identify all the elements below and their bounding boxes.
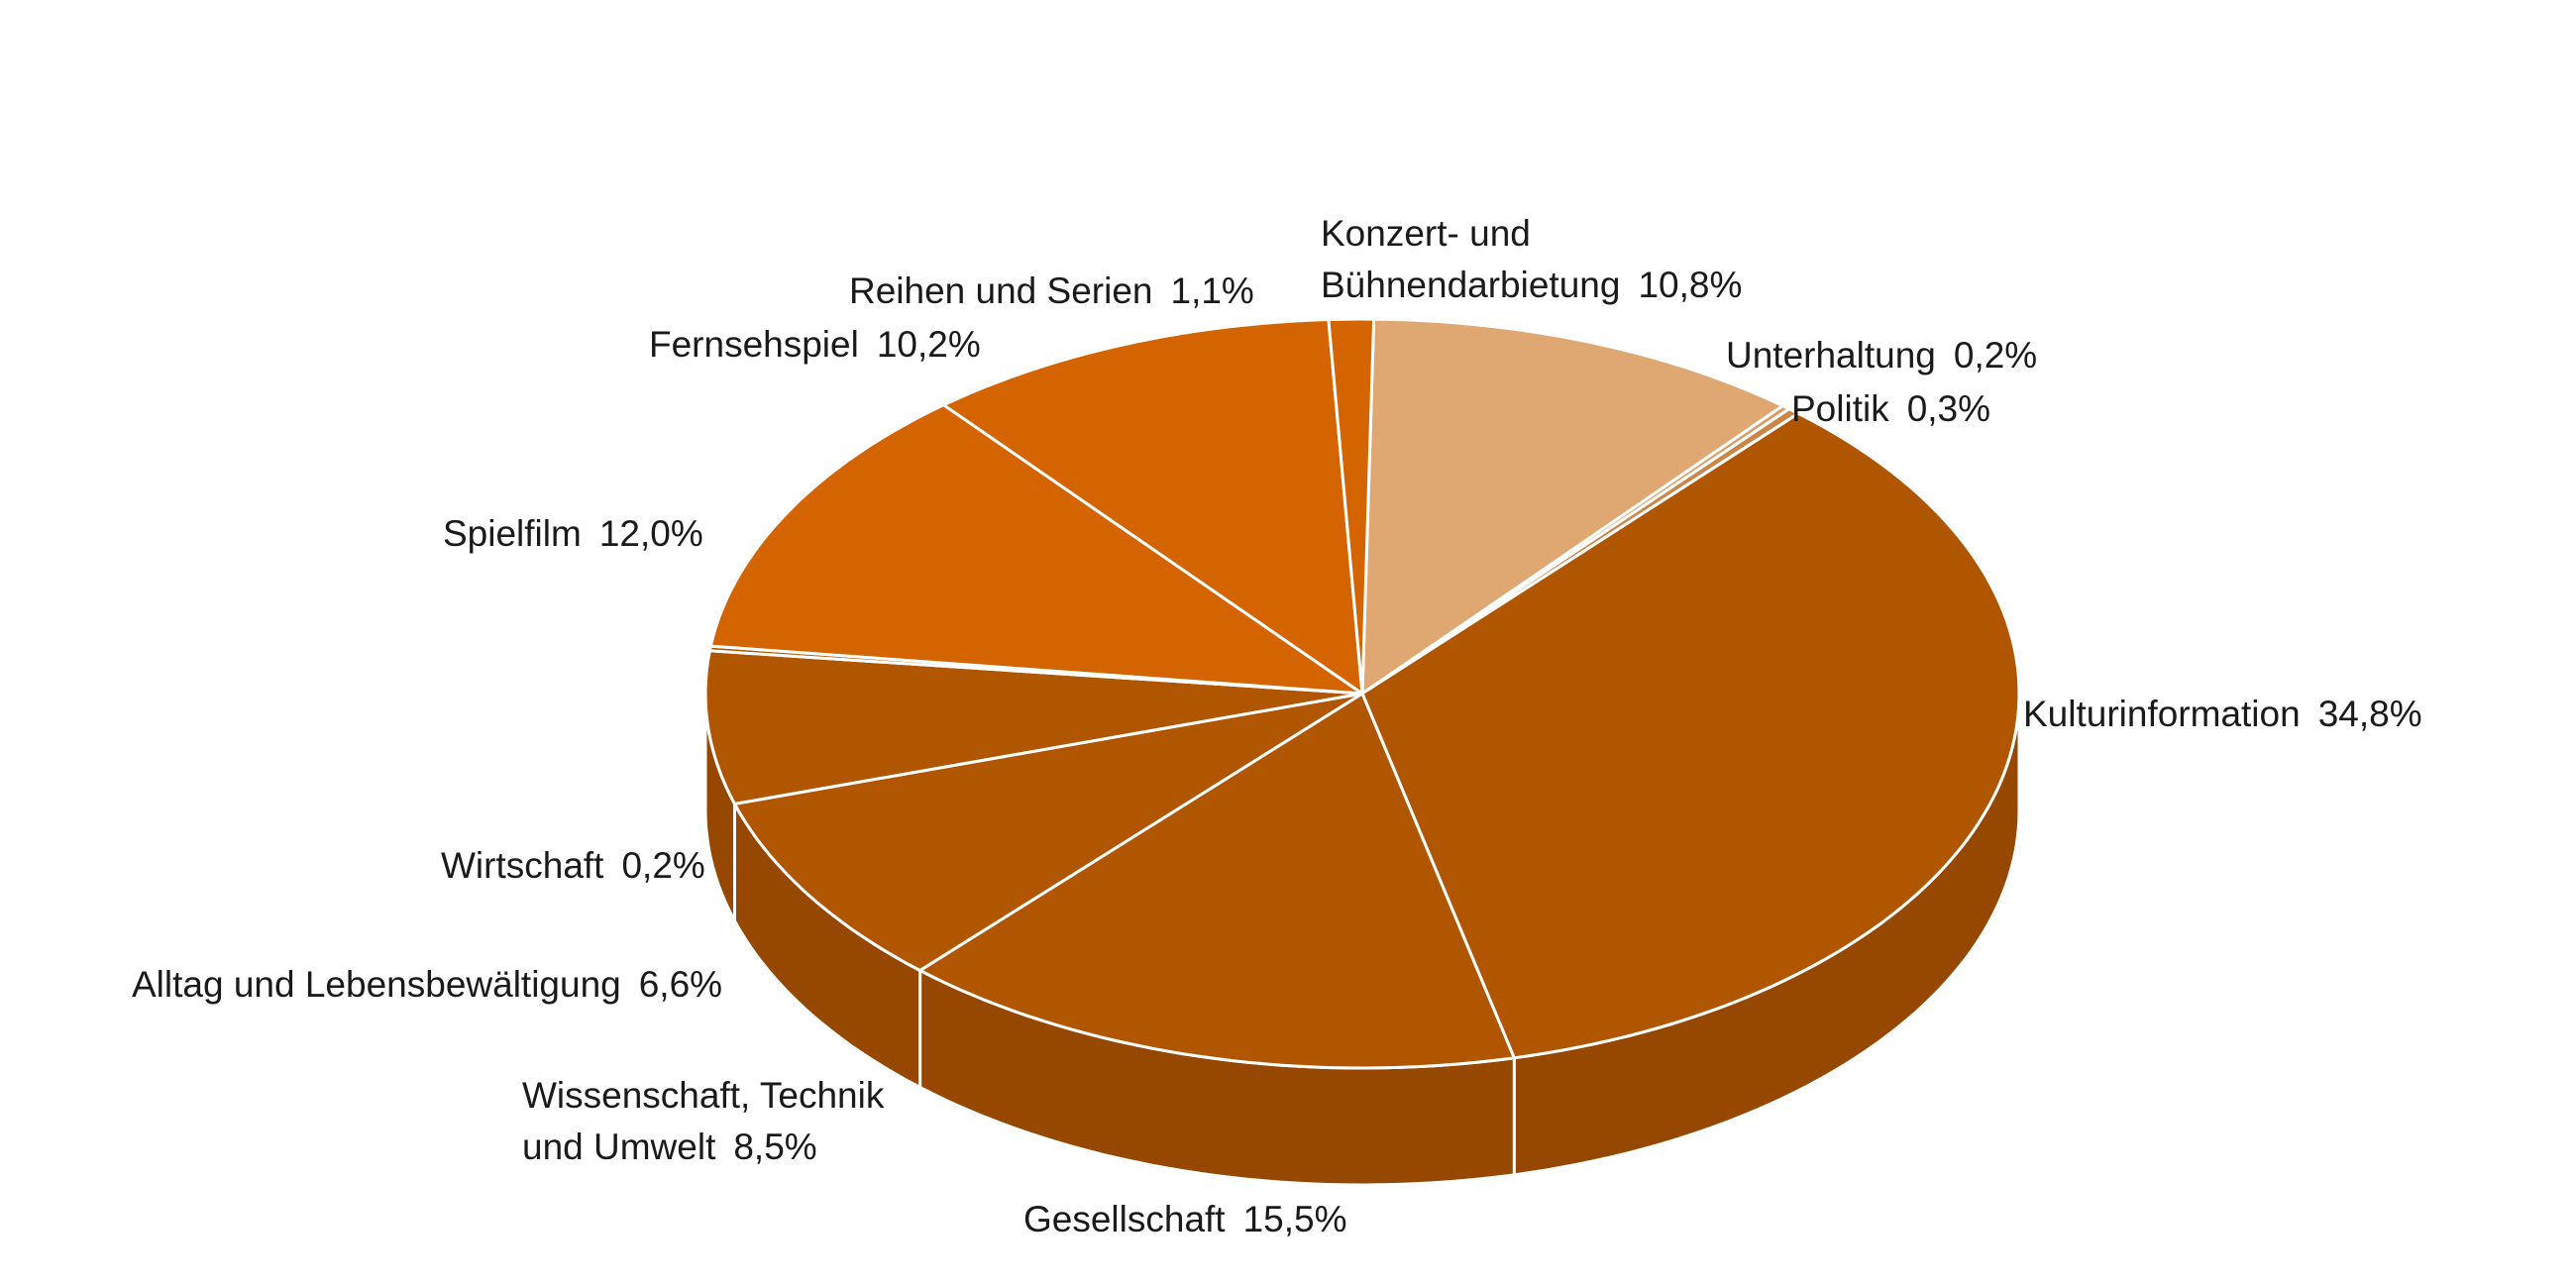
value-label: 10,2% xyxy=(876,324,981,365)
slice xyxy=(918,692,1516,1070)
slice xyxy=(703,649,1364,805)
slice-label: Fernsehspiel 10,2% xyxy=(649,319,981,371)
category-label: Spielfilm xyxy=(443,513,582,554)
slice xyxy=(1360,317,1784,696)
slice xyxy=(733,692,1364,972)
category-label: Konzert- und Bühnendarbietung xyxy=(1321,213,1621,305)
slice-label: Reihen und Serien 1,1% xyxy=(849,266,1254,317)
slice-label: Konzert- und Bühnendarbietung 10,8% xyxy=(1321,208,1742,311)
category-label: Wirtschaft xyxy=(441,845,604,886)
value-label: 6,6% xyxy=(638,964,723,1005)
category-label: Reihen und Serien xyxy=(849,270,1153,311)
value-label: 10,8% xyxy=(1638,265,1743,305)
slice-label: Gesellschaft 15,5% xyxy=(1023,1194,1347,1245)
slice-label: Politik 0,3% xyxy=(1791,383,1990,435)
slice-label: Alltag und Lebensbewältigung 6,6% xyxy=(132,959,722,1011)
value-label: 1,1% xyxy=(1170,270,1254,311)
slice-label: Kulturinformation 34,8% xyxy=(2023,689,2422,740)
slice xyxy=(708,403,1364,696)
slice-label: Wissenschaft, Technik und Umwelt 8,5% xyxy=(522,1070,884,1173)
category-label: Unterhaltung xyxy=(1726,335,1936,376)
value-label: 0,2% xyxy=(1953,335,2038,376)
value-label: 0,2% xyxy=(621,845,705,886)
slice xyxy=(941,318,1364,696)
slice xyxy=(1327,317,1376,696)
slice-label: Spielfilm 12,0% xyxy=(443,508,703,560)
category-label: Politik xyxy=(1791,388,1889,429)
category-label: Alltag und Lebensbewältigung xyxy=(132,964,621,1005)
value-label: 34,8% xyxy=(2317,694,2422,734)
value-label: 15,5% xyxy=(1242,1199,1347,1239)
category-label: Wissenschaft, Technik und Umwelt xyxy=(522,1075,885,1167)
value-label: 8,5% xyxy=(733,1127,817,1167)
value-label: 12,0% xyxy=(598,513,703,554)
slice xyxy=(1360,411,2021,1060)
value-label: 0,3% xyxy=(1906,388,1991,429)
category-label: Kulturinformation xyxy=(2023,694,2301,734)
slice-label: Unterhaltung 0,2% xyxy=(1726,330,2037,381)
slice-label: Wirtschaft 0,2% xyxy=(441,840,705,892)
category-label: Fernsehspiel xyxy=(649,324,859,365)
category-label: Gesellschaft xyxy=(1023,1199,1226,1239)
